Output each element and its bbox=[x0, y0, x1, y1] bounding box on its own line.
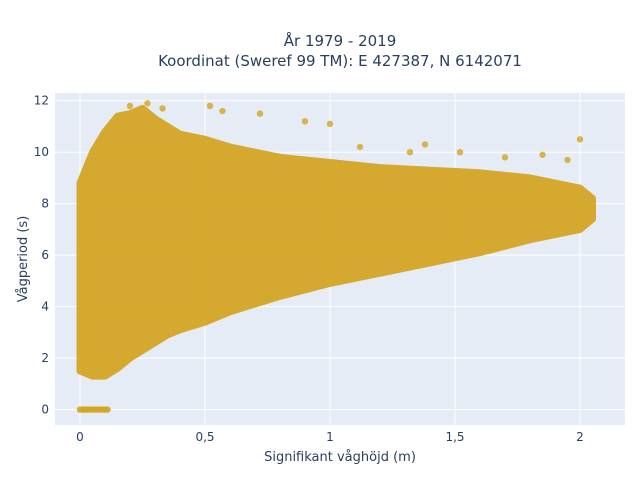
y-tick-label: 6 bbox=[41, 248, 49, 262]
x-axis-title: Signifikant våghöjd (m) bbox=[264, 450, 416, 465]
y-tick-label: 0 bbox=[41, 403, 49, 417]
scatter-point bbox=[256, 110, 264, 117]
x-tick-label: 2 bbox=[576, 430, 584, 444]
y-tick-label: 12 bbox=[34, 94, 49, 108]
scatter-point bbox=[301, 118, 309, 125]
scatter-point bbox=[104, 406, 111, 413]
y-tick-label: 10 bbox=[34, 145, 49, 159]
scatter-point bbox=[326, 120, 334, 128]
y-tick-label: 4 bbox=[41, 300, 49, 314]
scatter-point-cloud bbox=[76, 104, 596, 380]
scatter-point bbox=[219, 107, 226, 115]
y-axis-title: Vågperiod (s) bbox=[16, 216, 31, 303]
scatter-point bbox=[564, 156, 571, 164]
x-tick-label: 0 bbox=[76, 430, 84, 444]
y-tick-label: 2 bbox=[41, 351, 49, 365]
scatter-point bbox=[501, 154, 509, 161]
marks-layer bbox=[76, 100, 596, 413]
scatter-point bbox=[159, 105, 166, 112]
x-tick-label: 1,5 bbox=[445, 430, 464, 444]
scatter-point bbox=[126, 102, 134, 110]
scatter-point bbox=[576, 136, 584, 143]
chart-title-line-2: Koordinat (Sweref 99 TM): E 427387, N 61… bbox=[158, 52, 522, 70]
scatter-point bbox=[421, 141, 429, 148]
x-tick-label: 1 bbox=[326, 430, 334, 444]
x-tick-label: 0,5 bbox=[195, 430, 214, 444]
scatter-point bbox=[539, 151, 546, 158]
scatter-point bbox=[456, 148, 464, 156]
scatter-point bbox=[356, 143, 364, 151]
scatter-point bbox=[144, 100, 151, 107]
ticks-layer: 0 0,5 1 1,5 2 0 2 4 6 8 10 12 bbox=[34, 94, 584, 444]
y-tick-label: 8 bbox=[41, 197, 49, 211]
chart-title-line-1: År 1979 - 2019 bbox=[284, 31, 397, 50]
scatter-point bbox=[406, 148, 414, 156]
scatter-point bbox=[206, 102, 214, 110]
